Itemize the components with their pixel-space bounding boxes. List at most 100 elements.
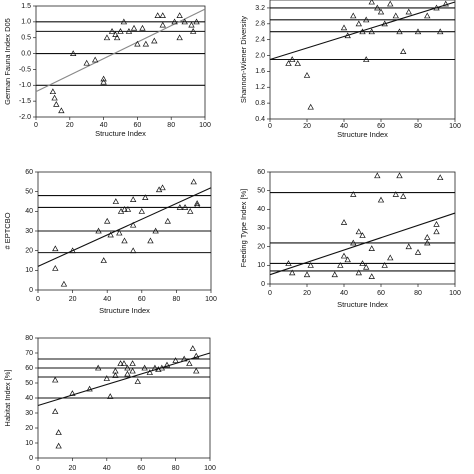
data-point xyxy=(86,385,93,392)
y-tick-label: -1.5 xyxy=(19,98,31,105)
y-tick-label: 60 xyxy=(25,169,33,176)
data-point xyxy=(112,372,119,378)
x-axis-title: Structure Index xyxy=(99,306,150,315)
data-point xyxy=(189,345,196,351)
y-axis-title: German Fauna Index D05 xyxy=(3,18,12,105)
y-axis-title: # EPTCBO xyxy=(3,212,12,249)
data-point xyxy=(289,269,296,276)
y-tick-label: 50 xyxy=(25,380,33,387)
data-point xyxy=(405,8,412,15)
data-point xyxy=(414,248,422,255)
data-point xyxy=(52,376,59,383)
plot-frame xyxy=(269,171,456,285)
data-point xyxy=(442,0,449,7)
y-tick-label: 50 xyxy=(25,189,33,196)
data-point xyxy=(121,206,128,212)
data-point xyxy=(129,247,137,254)
data-point xyxy=(95,227,102,234)
data-point xyxy=(433,220,440,227)
data-point xyxy=(340,252,348,259)
data-point xyxy=(152,227,159,234)
data-point xyxy=(193,367,200,374)
data-point xyxy=(190,178,197,185)
data-point xyxy=(355,269,362,276)
data-point xyxy=(350,191,357,197)
data-point xyxy=(120,18,128,25)
data-point xyxy=(359,232,366,238)
data-point xyxy=(176,12,183,18)
data-point xyxy=(294,60,301,66)
data-point xyxy=(112,198,120,204)
data-point xyxy=(120,360,128,366)
data-point xyxy=(147,237,154,244)
data-point xyxy=(392,12,399,19)
x-tick-label: 20 xyxy=(69,296,77,303)
data-point xyxy=(285,60,292,66)
data-point xyxy=(368,273,375,279)
data-point xyxy=(193,18,200,25)
data-point xyxy=(377,8,385,15)
data-point xyxy=(340,219,348,225)
y-tick-label: 2.0 xyxy=(255,52,265,59)
data-point xyxy=(172,357,179,363)
x-tick-label: 40 xyxy=(340,290,348,297)
y-tick-label: 10 xyxy=(25,440,33,447)
y-tick-label: 1.5 xyxy=(21,3,31,10)
x-axis-title: Structure Index xyxy=(95,129,146,138)
data-point xyxy=(400,192,407,199)
data-point xyxy=(424,234,431,240)
data-point xyxy=(103,375,110,381)
data-point xyxy=(307,262,314,268)
data-point xyxy=(124,364,131,371)
data-point xyxy=(189,28,197,34)
data-point xyxy=(117,28,124,34)
plot-frame xyxy=(35,5,206,118)
data-point xyxy=(374,172,381,179)
data-point xyxy=(146,369,153,375)
data-point xyxy=(392,191,399,197)
y-tick-label: 20 xyxy=(25,248,33,255)
data-point xyxy=(303,271,311,278)
data-point xyxy=(69,390,76,396)
data-point xyxy=(359,260,366,266)
x-tick-label: 20 xyxy=(66,122,74,129)
data-point xyxy=(289,56,296,62)
x-tick-label: 20 xyxy=(69,465,77,472)
x-tick-label: 80 xyxy=(414,123,422,130)
data-point xyxy=(52,245,59,252)
data-point xyxy=(171,18,178,25)
data-point xyxy=(95,364,102,371)
data-point xyxy=(151,364,159,371)
data-point xyxy=(337,262,344,268)
x-tick-label: 0 xyxy=(268,290,272,297)
data-point xyxy=(107,393,114,399)
y-tick-label: 30 xyxy=(257,225,265,232)
data-point xyxy=(368,245,375,251)
data-point xyxy=(142,194,149,200)
data-point xyxy=(340,24,348,31)
x-tick-label: 0 xyxy=(34,122,38,129)
data-point xyxy=(424,12,431,19)
data-point xyxy=(69,247,76,254)
y-tick-label: 40 xyxy=(25,395,33,402)
y-tick-label: 3.2 xyxy=(255,5,265,12)
data-point xyxy=(125,28,133,34)
y-tick-label: 0.5 xyxy=(21,35,31,42)
y-tick-label: 2.4 xyxy=(255,37,265,44)
data-point xyxy=(387,254,394,261)
data-point xyxy=(424,239,431,246)
data-point xyxy=(377,196,385,203)
x-tick-label: 100 xyxy=(199,122,211,129)
y-tick-label: 1.0 xyxy=(21,19,31,26)
x-tick-label: 60 xyxy=(377,290,385,297)
x-tick-label: 60 xyxy=(137,465,145,472)
y-tick-label: -1.0 xyxy=(19,82,31,89)
data-point xyxy=(381,20,388,27)
data-point xyxy=(91,56,99,63)
data-point xyxy=(405,243,412,250)
data-point xyxy=(139,24,146,31)
data-point xyxy=(350,12,357,19)
data-point xyxy=(69,50,77,57)
x-tick-label: 20 xyxy=(303,123,311,130)
data-point xyxy=(193,352,200,359)
